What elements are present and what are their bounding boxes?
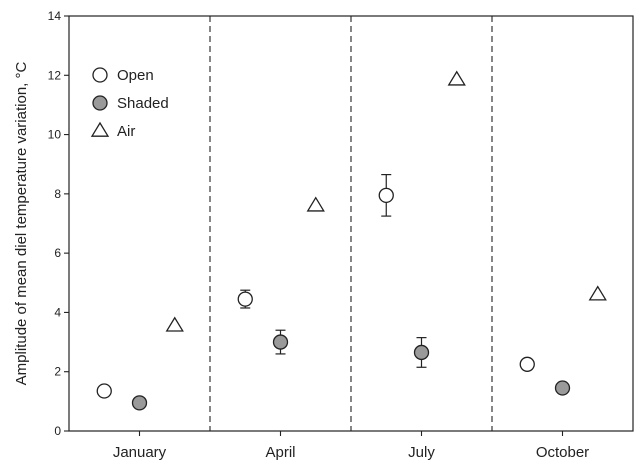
- x-category-label: April: [265, 444, 295, 461]
- y-tick-label: 14: [48, 9, 62, 23]
- y-tick-label: 8: [54, 187, 61, 201]
- air-point: [588, 285, 607, 301]
- month-separators: [209, 16, 493, 431]
- shaded-point: [272, 334, 289, 350]
- x-category-label: January: [113, 444, 167, 461]
- x-category-label: July: [408, 444, 435, 461]
- shaded-point: [554, 380, 571, 396]
- y-tick-label: 0: [54, 424, 61, 438]
- legend-label-shaded: Shaded: [117, 95, 169, 112]
- y-axis-label: Amplitude of mean diel temperature varia…: [13, 62, 30, 386]
- open-point: [237, 291, 253, 307]
- open-point: [96, 383, 112, 399]
- air-point: [447, 70, 466, 86]
- shaded-point: [131, 395, 148, 411]
- air-point: [306, 196, 325, 212]
- shaded-point: [413, 344, 430, 361]
- x-axis-categories: January April July October: [113, 431, 589, 461]
- y-tick-label: 6: [54, 246, 61, 260]
- x-category-label: October: [536, 444, 589, 461]
- open-point: [378, 187, 394, 203]
- y-tick-label: 10: [48, 128, 62, 142]
- legend-label-air: Air: [117, 123, 135, 140]
- air-point: [165, 316, 184, 332]
- legend-marker-open: [92, 67, 108, 83]
- legend-label-open: Open: [117, 67, 154, 84]
- y-tick-label: 2: [54, 365, 61, 379]
- y-tick-label: 4: [54, 305, 61, 319]
- legend-marker-air: [90, 121, 110, 137]
- open-point: [519, 356, 535, 372]
- y-tick-label: 12: [48, 68, 62, 82]
- data-marks: [96, 70, 607, 411]
- legend-marker-shaded: [92, 95, 108, 111]
- legend: Open Shaded Air: [90, 67, 169, 140]
- y-axis-ticks: 0 2 4 6 8 10 12 14: [48, 9, 69, 438]
